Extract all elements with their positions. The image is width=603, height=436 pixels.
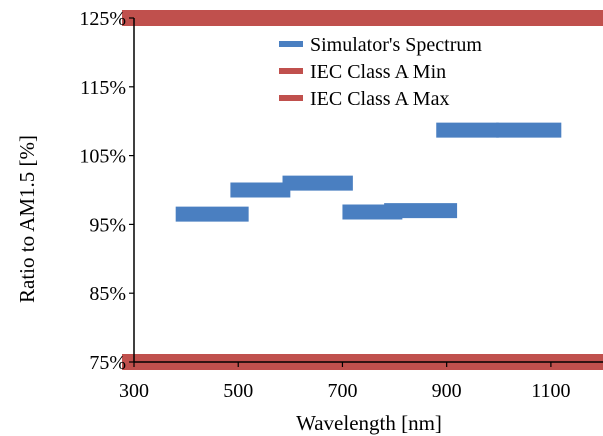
tick-layer: 75% 85% 95% 105% 115% 125% 300 500 700 900 1100: [79, 8, 570, 402]
legend-label: Simulator's Spectrum: [310, 34, 482, 56]
x-tick-label: 700: [327, 380, 357, 402]
x-tick-label: 500: [223, 380, 253, 402]
y-tick-label: 85%: [89, 283, 126, 305]
x-tick-label: 300: [119, 380, 149, 402]
axis-layer: [133, 18, 603, 363]
legend: Simulator's Spectrum IEC Class A Min IEC C…: [279, 34, 482, 110]
y-tick-label: 75%: [89, 352, 126, 374]
y-axis-title: Ratio to AM1.5 [%]: [15, 135, 39, 303]
y-tick-label: 115%: [80, 77, 126, 99]
x-tick-label: 900: [432, 380, 462, 402]
legend-label: IEC Class A Max: [310, 88, 449, 110]
y-tick-label: 105%: [79, 146, 126, 168]
x-axis-title: Wavelength [nm]: [296, 411, 442, 435]
x-tick-label: 1100: [531, 380, 570, 402]
y-tick-label: 95%: [89, 214, 126, 236]
legend-label: IEC Class A Min: [310, 61, 446, 83]
y-tick-label: 125%: [79, 8, 126, 30]
